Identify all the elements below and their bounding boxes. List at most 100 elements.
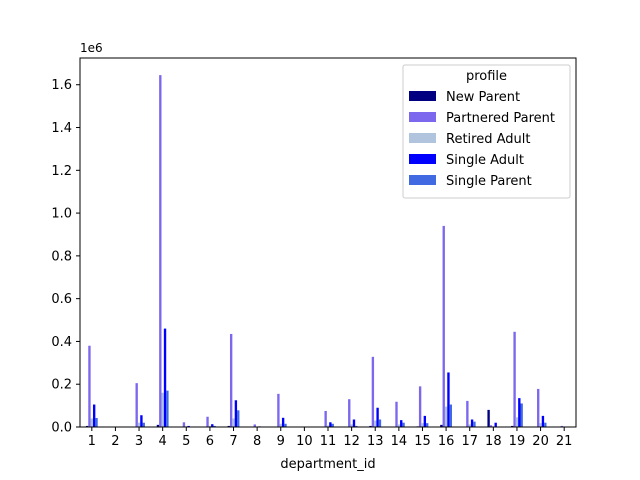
legend-label: Partnered Parent: [446, 111, 555, 126]
y-tick-label: 1.2: [51, 164, 72, 179]
legend: profile New Parent Partnered Parent Retire…: [402, 64, 571, 199]
x-axis-ticks: 1 2 3 4 5 6 7 8 9 10 11 12 13 14 15 16 17 18 19 20 21: [88, 427, 573, 449]
x-tick-label: 20: [532, 434, 549, 449]
plot-frame: [79, 57, 577, 428]
bar-single-adult-14: [400, 420, 403, 427]
x-tick-label: 1: [88, 434, 96, 449]
legend-items: New Parent Partnered Parent Retired Adult S…: [409, 90, 555, 189]
bar-single-parent-11: [331, 423, 334, 427]
bar-single-parent-16: [449, 404, 452, 427]
y-tick-label: 1.0: [51, 207, 72, 222]
bar-new-parent-4: [156, 424, 160, 427]
legend-swatch: [409, 175, 436, 185]
bar-partnered-parent-9: [277, 393, 280, 427]
bar-single-parent-4: [166, 390, 169, 427]
bar-partnered-parent-3: [135, 383, 138, 427]
bar-single-adult-20: [541, 415, 545, 427]
y-scale-label: 1e6: [80, 41, 103, 55]
bar-partnered-parent-21: [560, 425, 564, 427]
bar-single-adult-3: [140, 415, 143, 427]
bar-retired-adult-4: [161, 392, 164, 427]
x-tick-label: 14: [391, 434, 408, 449]
bar-single-adult-18: [494, 422, 497, 427]
bar-single-adult-6: [211, 424, 214, 427]
bar-retired-adult-1: [90, 418, 93, 427]
x-tick-label: 17: [461, 434, 478, 449]
bar-retired-adult-6: [208, 425, 212, 427]
x-tick-label: 4: [159, 434, 167, 449]
bar-single-adult-12: [352, 419, 356, 427]
bar-new-parent-7: [227, 425, 230, 427]
bar-single-parent-19: [520, 403, 523, 427]
y-tick-label: 0.0: [51, 421, 72, 436]
bar-partnered-parent-19: [513, 331, 516, 427]
bar-single-adult-16: [447, 372, 450, 427]
bar-single-adult-15: [423, 415, 427, 427]
x-tick-label: 15: [414, 434, 431, 449]
bar-partnered-parent-17: [466, 400, 469, 427]
bar-partnered-parent-20: [537, 388, 540, 427]
legend-label: Single Parent: [446, 174, 532, 189]
bar-single-parent-13: [378, 419, 382, 427]
legend-box: [402, 64, 571, 199]
bar-single-adult-1: [92, 404, 96, 427]
bar-single-parent-17: [473, 421, 476, 427]
y-tick-label: 0.8: [51, 249, 72, 264]
bar-retired-adult-19: [515, 417, 519, 427]
bar-partnered-parent-8: [253, 424, 256, 427]
bar-partnered-parent-1: [88, 345, 91, 427]
legend-swatch: [409, 91, 436, 101]
bar-single-adult-13: [376, 407, 379, 427]
bar-partnered-parent-4: [159, 75, 162, 428]
x-tick-label: 9: [277, 434, 285, 449]
legend-swatch: [409, 133, 436, 143]
bar-retired-adult-11: [326, 425, 330, 427]
bar-new-parent-16: [440, 424, 443, 427]
x-axis-label: department_id: [280, 457, 375, 472]
bar-retired-adult-15: [421, 423, 424, 427]
bar-single-adult-4: [163, 328, 167, 427]
legend-label: New Parent: [446, 90, 520, 105]
x-tick-label: 10: [296, 434, 313, 449]
bar-single-parent-7: [237, 410, 240, 427]
bar-partnered-parent-15: [418, 386, 422, 427]
x-tick-label: 7: [229, 434, 237, 449]
y-tick-label: 0.4: [51, 335, 72, 350]
y-axis-ticks: 0.0 0.2 0.4 0.6 0.8 1.0 1.2 1.4 1.6: [51, 78, 80, 436]
bar-retired-adult-20: [539, 423, 542, 427]
bar-single-adult-19: [518, 398, 521, 427]
bar-new-parent-18: [487, 409, 490, 427]
x-tick-label: 21: [556, 434, 573, 449]
bar-single-adult-7: [234, 400, 238, 427]
bar-retired-adult-16: [444, 406, 448, 427]
bar-single-parent-9: [284, 423, 287, 427]
bar-retired-adult-9: [279, 423, 282, 427]
y-tick-label: 1.6: [51, 78, 72, 93]
x-tick-label: 19: [509, 434, 526, 449]
bar-partnered-parent-16: [442, 225, 445, 427]
bar-single-parent-14: [402, 422, 405, 427]
bar-new-parent-19: [511, 425, 514, 427]
x-tick-label: 11: [320, 434, 337, 449]
x-tick-label: 13: [367, 434, 384, 449]
x-tick-label: 2: [111, 434, 119, 449]
x-tick-label: 18: [485, 434, 502, 449]
legend-label: Retired Adult: [446, 132, 530, 147]
bar-partnered-parent-6: [206, 416, 209, 427]
bar-single-parent-6: [213, 425, 216, 427]
bar-partnered-parent-18: [489, 425, 493, 427]
x-tick-label: 3: [135, 434, 143, 449]
bar-retired-adult-13: [374, 420, 377, 427]
bar-single-parent-3: [142, 422, 145, 427]
bar-single-parent-20: [544, 422, 547, 427]
bar-partnered-parent-11: [324, 410, 327, 427]
bars-group: [85, 75, 568, 428]
x-tick-label: 16: [438, 434, 455, 449]
bar-retired-adult-17: [468, 424, 471, 427]
bar-new-parent-1: [85, 425, 89, 427]
bar-single-adult-5: [187, 425, 190, 427]
bar-partnered-parent-13: [371, 356, 375, 427]
bar-retired-adult-14: [397, 424, 401, 427]
bar-partnered-parent-5: [182, 422, 186, 427]
